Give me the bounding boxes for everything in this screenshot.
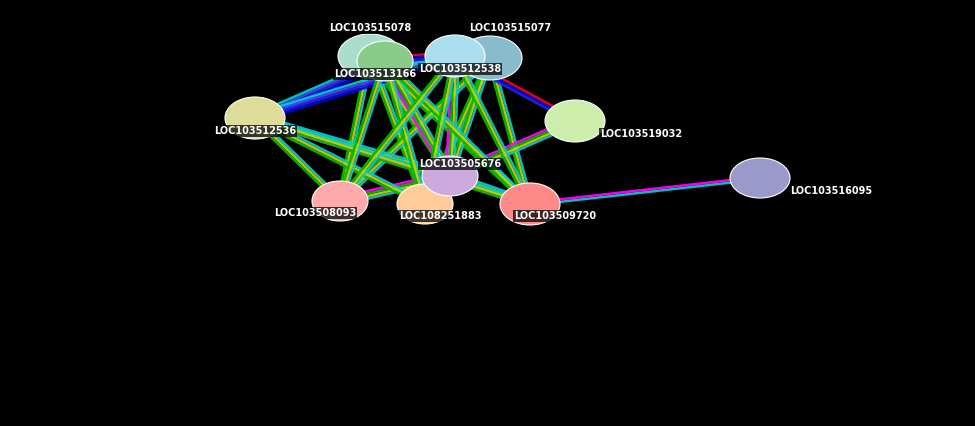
Ellipse shape [422, 156, 478, 196]
Ellipse shape [458, 36, 522, 80]
Ellipse shape [397, 184, 453, 224]
Text: LOC103516095: LOC103516095 [790, 186, 872, 196]
Text: LOC103512536: LOC103512536 [214, 126, 296, 136]
Ellipse shape [545, 100, 605, 142]
Text: LOC103512538: LOC103512538 [419, 64, 501, 74]
Text: LOC108251883: LOC108251883 [399, 211, 482, 221]
Ellipse shape [357, 41, 413, 81]
Text: LOC103515077: LOC103515077 [469, 23, 551, 33]
Text: LOC103505676: LOC103505676 [419, 159, 501, 169]
Ellipse shape [338, 34, 402, 78]
Ellipse shape [425, 35, 485, 77]
Text: LOC103513166: LOC103513166 [333, 69, 416, 79]
Text: LOC103509720: LOC103509720 [514, 211, 596, 221]
Ellipse shape [500, 183, 560, 225]
Text: LOC103508093: LOC103508093 [274, 208, 356, 218]
Text: LOC103519032: LOC103519032 [600, 129, 682, 139]
Ellipse shape [225, 97, 285, 139]
Ellipse shape [730, 158, 790, 198]
Ellipse shape [312, 181, 368, 221]
Text: LOC103515078: LOC103515078 [329, 23, 411, 33]
